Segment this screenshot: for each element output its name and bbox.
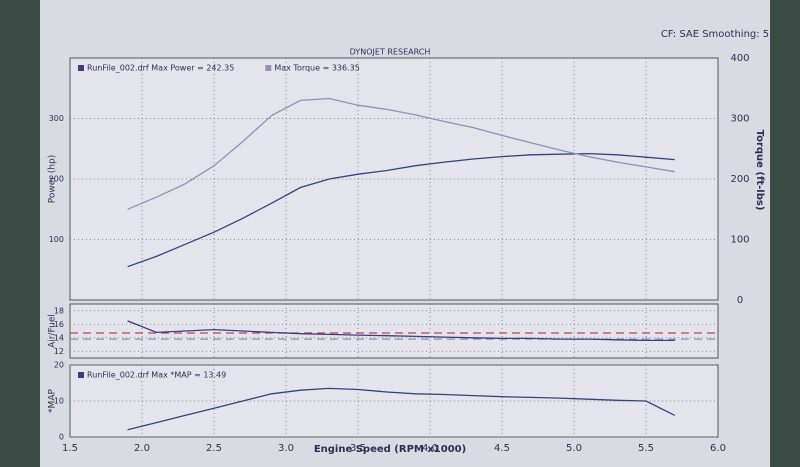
- legend-entry: Max Torque = 336.35: [274, 64, 360, 73]
- x-tick-label: 6.0: [710, 443, 726, 454]
- y2-tick-label: 400: [730, 53, 749, 64]
- x-tick-label: 5.0: [566, 443, 582, 454]
- y2-axis-label: Torque (ft-lbs): [754, 130, 765, 211]
- legend-swatch: [265, 65, 272, 71]
- x-tick-label: 5.5: [638, 443, 654, 454]
- x-tick-label: 2.0: [134, 443, 150, 454]
- y-axis-label: Power (hp): [48, 155, 58, 204]
- series-line: [127, 152, 675, 268]
- panel: [69, 303, 719, 359]
- y2-tick-label: 200: [730, 174, 749, 185]
- series-line: [127, 320, 675, 342]
- legend-swatch: [78, 65, 84, 71]
- y-tick-label: 100: [49, 235, 64, 244]
- x-tick-label: 2.5: [206, 443, 222, 454]
- y-axis-label: Air/Fuel: [48, 314, 58, 348]
- legend-entry: RunFile_002.drf Max *MAP = 13.49: [87, 371, 226, 380]
- chart-title: DYNOJET RESEARCH: [350, 48, 431, 57]
- y-tick-label: 14: [54, 333, 64, 342]
- legend-swatch: [78, 372, 84, 378]
- y-tick-label: 0: [59, 433, 64, 442]
- y-axis-label: *MAP: [48, 389, 58, 413]
- y2-tick-label: 300: [730, 114, 749, 125]
- x-tick-label: 3.5: [350, 443, 366, 454]
- y2-tick-label: 0: [737, 295, 743, 306]
- y-tick-label: 12: [54, 347, 64, 356]
- x-tick-label: 4.0: [422, 443, 438, 454]
- y-tick-label: 200: [49, 175, 64, 184]
- legend-entry: RunFile_002.drf Max Power = 242.35: [87, 64, 234, 73]
- x-tick-label: 1.5: [62, 443, 78, 454]
- y2-tick-label: 100: [730, 235, 749, 246]
- y-tick-label: 20: [54, 361, 64, 370]
- series-line: [127, 387, 676, 431]
- x-tick-label: 3.0: [278, 443, 294, 454]
- x-axis-label: Engine Speed (RPM x1000): [314, 444, 466, 455]
- series-line: [127, 97, 675, 210]
- chart-subtitle: CF: SAE Smoothing: 5: [661, 29, 769, 40]
- y-tick-label: 300: [49, 114, 64, 123]
- x-tick-label: 4.5: [494, 443, 510, 454]
- y-tick-label: 10: [54, 397, 64, 406]
- y-tick-label: 16: [54, 320, 64, 329]
- y-tick-label: 18: [54, 306, 64, 315]
